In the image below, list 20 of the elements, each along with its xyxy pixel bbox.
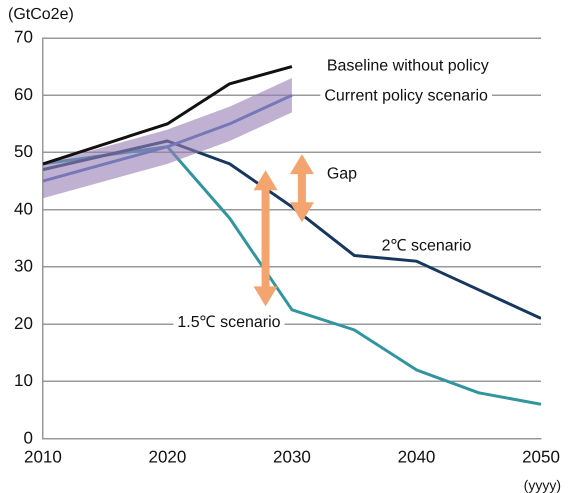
y-axis-title: (GtCo2e) xyxy=(8,6,74,24)
text: Current policy scenario xyxy=(324,87,488,104)
text: Baseline without policy xyxy=(326,57,489,74)
y-tick-label: 60 xyxy=(14,84,33,104)
series-label: 1.5℃ scenario xyxy=(177,314,281,331)
y-tick-label: 70 xyxy=(14,28,33,47)
x-axis-title: (yyyy) xyxy=(524,477,561,493)
y-tick-label: 0 xyxy=(23,428,33,448)
x-tick-label: 2020 xyxy=(148,447,186,466)
series-label: 2℃ scenario xyxy=(382,238,472,255)
y-tick-label: 40 xyxy=(14,199,33,218)
annotation: Gap xyxy=(326,166,358,183)
y-tick-label: 20 xyxy=(14,314,33,333)
y-tick-label: 10 xyxy=(14,371,33,390)
x-tick-label: 2010 xyxy=(24,447,62,466)
y-tick-label: 50 xyxy=(14,142,33,162)
y-tick-label: 30 xyxy=(14,256,33,276)
x-tick-label: 2030 xyxy=(273,447,311,466)
x-tick-label: 2040 xyxy=(398,447,436,466)
x-tick-label: 2050 xyxy=(522,447,560,466)
